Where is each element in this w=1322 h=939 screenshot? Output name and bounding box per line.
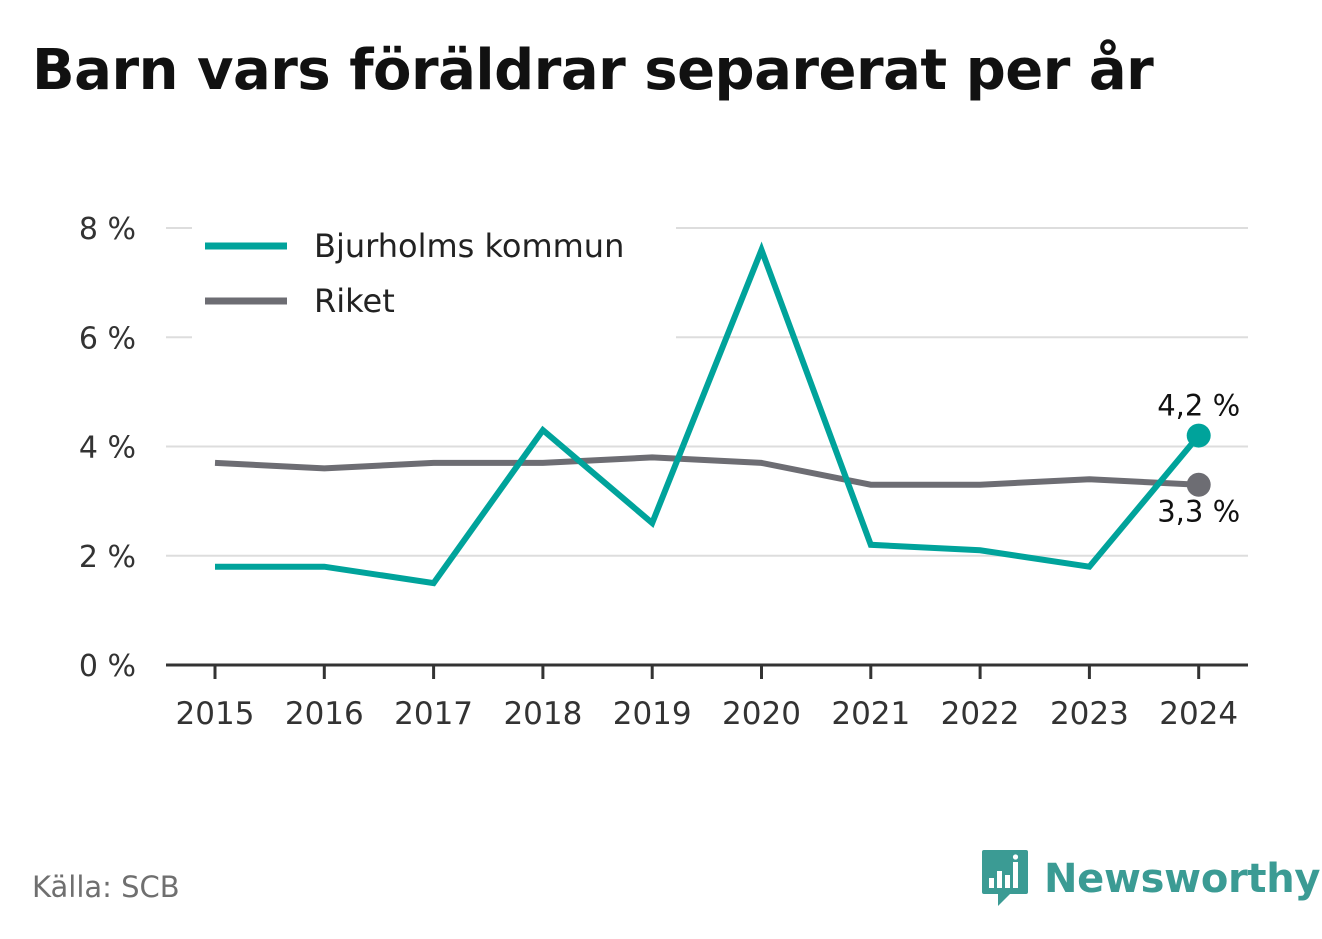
x-tick-label: 2024 <box>1159 696 1238 732</box>
x-tick-label: 2020 <box>722 696 801 732</box>
legend-background <box>192 214 676 342</box>
y-tick-label: 8 % <box>79 212 136 247</box>
brand-name: Newsworthy <box>1044 856 1321 902</box>
series-line <box>214 454 1199 488</box>
series-line <box>215 241 1202 587</box>
end-point-marker <box>1186 472 1211 497</box>
newsworthy-brand: Newsworthy <box>980 848 1321 910</box>
y-axis: 0 % 2 % 4 % 6 % 8 % <box>79 212 136 684</box>
x-tick-label: 2022 <box>941 696 1020 732</box>
y-tick-label: 2 % <box>79 540 136 575</box>
x-tick-label: 2017 <box>394 696 473 732</box>
end-label: 4,2 % <box>1157 389 1240 423</box>
end-labels: 4,2 % 3,3 % <box>1157 389 1240 529</box>
x-tick-label: 2019 <box>613 696 692 732</box>
x-tick-label: 2015 <box>176 696 255 732</box>
newsworthy-logo-icon <box>982 850 1028 906</box>
y-tick-label: 6 % <box>79 321 136 356</box>
x-axis: 2015 2016 2017 2018 2019 2020 2021 2022 2023 2024 <box>166 663 1248 732</box>
y-tick-label: 0 % <box>79 649 136 684</box>
end-point-marker <box>1186 423 1211 448</box>
legend: Bjurholms kommun Riket <box>192 214 676 342</box>
x-tick-label: 2018 <box>503 696 582 732</box>
x-tick-label: 2021 <box>831 696 910 732</box>
chart-title: Barn vars föräldrar separerat per år <box>32 38 1154 103</box>
source-note: Källa: SCB <box>32 870 180 904</box>
y-tick-label: 4 % <box>79 431 136 466</box>
legend-label: Bjurholms kommun <box>314 227 624 265</box>
end-label: 3,3 % <box>1157 495 1240 529</box>
x-tick-label: 2023 <box>1050 696 1129 732</box>
legend-label: Riket <box>314 282 395 320</box>
series-lines <box>214 241 1211 587</box>
x-tick-label: 2016 <box>285 696 364 732</box>
